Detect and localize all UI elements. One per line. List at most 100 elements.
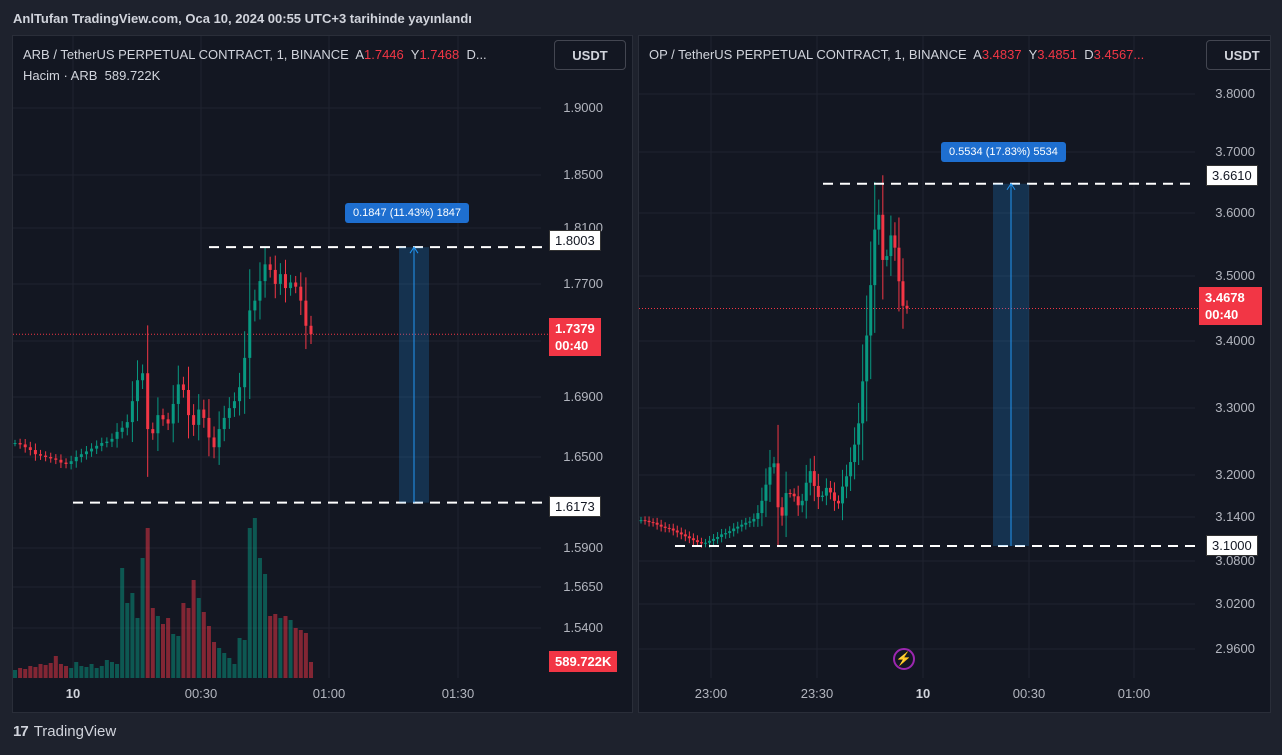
volume-bar bbox=[33, 667, 38, 678]
volume-bar bbox=[69, 668, 74, 678]
volume-bar bbox=[278, 618, 283, 678]
candle-body bbox=[901, 281, 905, 306]
arb-last-price: 1.7379 bbox=[555, 321, 595, 336]
candle-body bbox=[832, 492, 836, 501]
candle-body bbox=[95, 445, 99, 449]
op-top-level-tag: 3.6610 bbox=[1206, 165, 1258, 186]
candle-body bbox=[647, 520, 651, 523]
volume-bar bbox=[237, 638, 242, 678]
candle-body bbox=[253, 300, 257, 311]
candle-body bbox=[176, 384, 180, 404]
arb-measure-label[interactable]: 0.1847 (11.43%) 1847 bbox=[345, 203, 470, 223]
op-y-tick: 3.5000 bbox=[1215, 268, 1255, 283]
candle-body bbox=[744, 522, 748, 525]
volume-bar bbox=[120, 568, 125, 678]
volume-bar bbox=[232, 664, 237, 678]
arb-y-tick: 1.6500 bbox=[563, 449, 603, 464]
measure-arrow-head bbox=[409, 246, 419, 254]
candle-body bbox=[273, 269, 277, 284]
arb-bottom-level-tag: 1.6173 bbox=[549, 496, 601, 517]
volume-bar bbox=[79, 666, 84, 678]
candle-body bbox=[651, 522, 655, 524]
arb-countdown: 00:40 bbox=[555, 338, 589, 353]
candle-body bbox=[212, 437, 216, 448]
candle-body bbox=[836, 500, 840, 504]
op-currency-button[interactable]: USDT bbox=[1206, 40, 1270, 70]
op-chart-canvas[interactable] bbox=[639, 36, 1270, 712]
arb-y-tick: 1.8500 bbox=[563, 167, 603, 182]
candle-body bbox=[671, 528, 675, 531]
op-y-tick: 3.8000 bbox=[1215, 86, 1255, 101]
candle-body bbox=[110, 438, 114, 442]
volume-bar bbox=[125, 603, 130, 678]
volume-bar bbox=[288, 620, 293, 678]
candle-body bbox=[889, 235, 893, 257]
chart-panel-arb[interactable]: ARB / TetherUS PERPETUAL CONTRACT, 1, BI… bbox=[12, 35, 633, 713]
candle-body bbox=[151, 429, 155, 434]
volume-bar bbox=[217, 648, 222, 678]
op-last-price-tag: 3.4678 00:40 bbox=[1199, 287, 1262, 325]
arb-d-label: D... bbox=[466, 47, 487, 62]
candle-body bbox=[304, 300, 308, 326]
candle-body bbox=[683, 534, 687, 537]
op-y-tick: 3.6000 bbox=[1215, 205, 1255, 220]
volume-bar bbox=[298, 630, 303, 678]
lightning-icon[interactable]: ⚡ bbox=[893, 648, 915, 670]
volume-bar bbox=[155, 616, 160, 678]
candle-body bbox=[877, 214, 881, 230]
volume-bar bbox=[257, 558, 262, 678]
candle-body bbox=[881, 214, 885, 260]
candle-body bbox=[691, 538, 695, 541]
arb-volume-tag: 589.722K bbox=[549, 651, 618, 672]
candle-body bbox=[156, 415, 160, 434]
arb-chart-canvas[interactable] bbox=[13, 36, 632, 712]
op-d-label: D bbox=[1084, 47, 1094, 62]
candle-body bbox=[54, 458, 58, 460]
arb-currency-button[interactable]: USDT bbox=[554, 40, 626, 70]
arb-symbol: ARB / TetherUS PERPETUAL CONTRACT, 1, BI… bbox=[23, 47, 349, 62]
candle-body bbox=[69, 461, 73, 464]
op-y-tick: 3.0200 bbox=[1215, 596, 1255, 611]
measure-arrow-head bbox=[1006, 182, 1016, 191]
candle-body bbox=[792, 493, 796, 497]
candle-body bbox=[33, 450, 37, 455]
candle-body bbox=[141, 373, 145, 381]
candle-body bbox=[181, 384, 185, 390]
candle-body bbox=[74, 457, 78, 462]
publication-text: AnlTufan TradingView.com, Oca 10, 2024 0… bbox=[13, 11, 472, 26]
volume-bar bbox=[201, 612, 206, 678]
candle-body bbox=[299, 286, 303, 301]
candle-body bbox=[227, 408, 231, 418]
candle-body bbox=[740, 524, 744, 527]
volume-bar bbox=[140, 558, 145, 678]
volume-bar bbox=[145, 528, 150, 678]
candle-body bbox=[897, 247, 901, 282]
candle-body bbox=[732, 528, 736, 532]
volume-bar bbox=[99, 666, 104, 678]
volume-bar bbox=[191, 580, 196, 678]
candle-body bbox=[780, 507, 784, 516]
chart-panel-op[interactable]: OP / TetherUS PERPETUAL CONTRACT, 1, BIN… bbox=[638, 35, 1271, 713]
op-measure-label[interactable]: 0.5534 (17.83%) 5534 bbox=[941, 142, 1066, 162]
candle-body bbox=[841, 486, 845, 504]
op-bottom-level-tag: 3.1000 bbox=[1206, 535, 1258, 556]
footer-brand[interactable]: 17 TradingView bbox=[13, 723, 116, 740]
candle-body bbox=[64, 462, 68, 464]
candle-body bbox=[752, 518, 756, 522]
arb-y-label: Y bbox=[410, 47, 420, 62]
candle-body bbox=[687, 536, 691, 539]
op-x-tick: 10 bbox=[915, 686, 931, 701]
volume-bar bbox=[242, 640, 247, 678]
op-legend: OP / TetherUS PERPETUAL CONTRACT, 1, BIN… bbox=[649, 47, 1144, 62]
candle-body bbox=[703, 542, 707, 544]
volume-bar bbox=[104, 660, 109, 678]
candle-body bbox=[278, 274, 282, 284]
candle-body bbox=[105, 441, 109, 444]
volume-bar bbox=[43, 665, 48, 678]
candle-body bbox=[804, 482, 808, 501]
volume-bar bbox=[252, 518, 257, 678]
volume-bar bbox=[212, 642, 217, 678]
candle-body bbox=[724, 533, 728, 535]
volume-bar bbox=[58, 664, 63, 678]
candle-body bbox=[197, 409, 201, 425]
